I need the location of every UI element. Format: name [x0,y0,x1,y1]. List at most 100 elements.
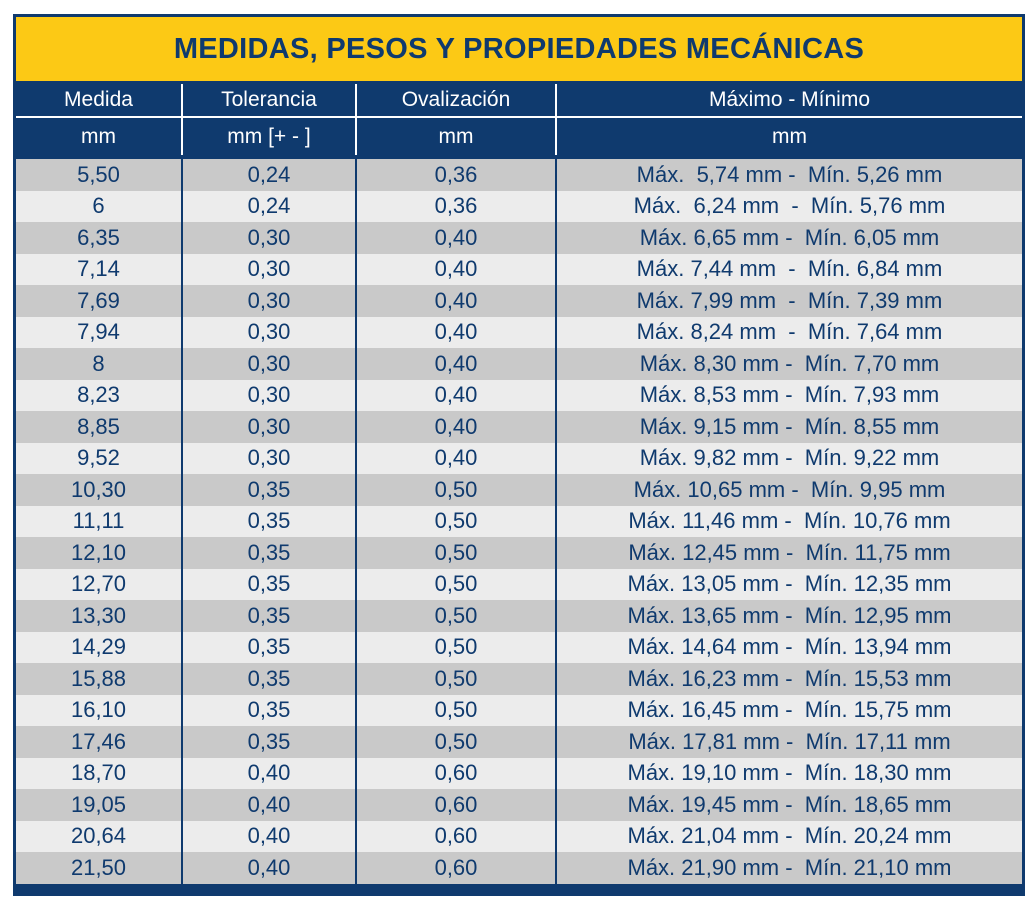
cell-ovalizacion: 0,40 [355,253,556,285]
cell-maximo-minimo: Máx. 21,90 mm - Mín. 21,10 mm [555,852,1022,884]
cell-medida: 18,70 [16,757,182,789]
table-row: 7,69 0,30 0,40 Máx. 7,99 mm - Mín. 7,39 mm [16,285,1022,317]
cell-maximo-minimo: Máx. 13,05 mm - Mín. 12,35 mm [555,568,1022,600]
table-row: 11,11 0,35 0,50 Máx. 11,46 mm - Mín. 10,76 … [16,505,1022,537]
cell-tolerancia: 0,35 [181,600,356,632]
cell-tolerancia: 0,24 [181,190,356,222]
cell-tolerancia: 0,30 [181,379,356,411]
cell-maximo-minimo: Máx. 7,44 mm - Mín. 6,84 mm [555,253,1022,285]
header-maximo-minimo: Máximo - Mínimo [555,84,1022,117]
table-row: 17,46 0,35 0,50 Máx. 17,81 mm - Mín. 17,11 … [16,726,1022,758]
cell-tolerancia: 0,35 [181,663,356,695]
header-row: Medida Tolerancia Ovalización Máximo - M… [16,84,1022,117]
cell-maximo-minimo: Máx. 16,23 mm - Mín. 15,53 mm [555,663,1022,695]
cell-medida: 5,50 [16,155,182,191]
table-row: 6 0,24 0,36 Máx. 6,24 mm - Mín. 5,76 mm [16,190,1022,222]
unit-maximo-minimo: mm [555,116,1022,157]
table-row: 18,70 0,40 0,60 Máx. 19,10 mm - Mín. 18,30 … [16,757,1022,789]
cell-tolerancia: 0,40 [181,852,356,884]
unit-ovalizacion: mm [355,116,556,157]
table-row: 6,35 0,30 0,40 Máx. 6,65 mm - Mín. 6,05 mm [16,222,1022,254]
cell-maximo-minimo: Máx. 11,46 mm - Mín. 10,76 mm [555,505,1022,537]
cell-ovalizacion: 0,40 [355,316,556,348]
cell-ovalizacion: 0,60 [355,789,556,821]
cell-medida: 16,10 [16,694,182,726]
cell-medida: 10,30 [16,474,182,506]
cell-ovalizacion: 0,50 [355,694,556,726]
cell-maximo-minimo: Máx. 8,24 mm - Mín. 7,64 mm [555,316,1022,348]
cell-maximo-minimo: Máx. 10,65 mm - Mín. 9,95 mm [555,474,1022,506]
table-row: 20,64 0,40 0,60 Máx. 21,04 mm - Mín. 20,24 … [16,820,1022,852]
cell-medida: 19,05 [16,789,182,821]
cell-tolerancia: 0,30 [181,285,356,317]
table-row: 7,14 0,30 0,40 Máx. 7,44 mm - Mín. 6,84 mm [16,253,1022,285]
cell-tolerancia: 0,30 [181,411,356,443]
cell-tolerancia: 0,35 [181,694,356,726]
table-row: 8,85 0,30 0,40 Máx. 9,15 mm - Mín. 8,55 mm [16,411,1022,443]
cell-ovalizacion: 0,40 [355,348,556,380]
cell-maximo-minimo: Máx. 16,45 mm - Mín. 15,75 mm [555,694,1022,726]
cell-medida: 8,23 [16,379,182,411]
cell-maximo-minimo: Máx. 5,74 mm - Mín. 5,26 mm [555,155,1022,191]
cell-maximo-minimo: Máx. 6,65 mm - Mín. 6,05 mm [555,222,1022,254]
cell-tolerancia: 0,35 [181,631,356,663]
cell-medida: 13,30 [16,600,182,632]
cell-tolerancia: 0,24 [181,155,356,191]
table-row: 10,30 0,35 0,50 Máx. 10,65 mm - Mín. 9,95 m… [16,474,1022,506]
cell-ovalizacion: 0,60 [355,852,556,884]
cell-tolerancia: 0,35 [181,474,356,506]
cell-medida: 8,85 [16,411,182,443]
header-ovalizacion: Ovalización [355,84,556,117]
cell-medida: 6,35 [16,222,182,254]
table-row: 19,05 0,40 0,60 Máx. 19,45 mm - Mín. 18,65 … [16,789,1022,821]
cell-maximo-minimo: Máx. 17,81 mm - Mín. 17,11 mm [555,726,1022,758]
cell-ovalizacion: 0,50 [355,474,556,506]
cell-medida: 20,64 [16,820,182,852]
cell-medida: 15,88 [16,663,182,695]
cell-maximo-minimo: Máx. 19,10 mm - Mín. 18,30 mm [555,757,1022,789]
cell-maximo-minimo: Máx. 19,45 mm - Mín. 18,65 mm [555,789,1022,821]
table-row: 14,29 0,35 0,50 Máx. 14,64 mm - Mín. 13,94 … [16,631,1022,663]
cell-tolerancia: 0,35 [181,505,356,537]
cell-tolerancia: 0,30 [181,222,356,254]
specs-table: Medida Tolerancia Ovalización Máximo - M… [16,84,1022,884]
cell-maximo-minimo: Máx. 6,24 mm - Mín. 5,76 mm [555,190,1022,222]
cell-ovalizacion: 0,40 [355,285,556,317]
specs-table-frame: MEDIDAS, PESOS Y PROPIEDADES MECÁNICAS M… [13,14,1025,896]
cell-maximo-minimo: Máx. 7,99 mm - Mín. 7,39 mm [555,285,1022,317]
cell-medida: 9,52 [16,442,182,474]
cell-tolerancia: 0,30 [181,348,356,380]
cell-ovalizacion: 0,40 [355,442,556,474]
table-row: 12,70 0,35 0,50 Máx. 13,05 mm - Mín. 12,35 … [16,568,1022,600]
cell-ovalizacion: 0,60 [355,820,556,852]
cell-medida: 6 [16,190,182,222]
table-body: 5,50 0,24 0,36 Máx. 5,74 mm - Mín. 5,26 mm 6… [16,155,1022,884]
cell-ovalizacion: 0,40 [355,222,556,254]
cell-ovalizacion: 0,50 [355,505,556,537]
cell-maximo-minimo: Máx. 9,82 mm - Mín. 9,22 mm [555,442,1022,474]
table-row: 12,10 0,35 0,50 Máx. 12,45 mm - Mín. 11,75 … [16,537,1022,569]
cell-maximo-minimo: Máx. 13,65 mm - Mín. 12,95 mm [555,600,1022,632]
cell-tolerancia: 0,35 [181,537,356,569]
unit-tolerancia: mm [+ - ] [181,116,356,157]
table-row: 9,52 0,30 0,40 Máx. 9,82 mm - Mín. 9,22 mm [16,442,1022,474]
cell-tolerancia: 0,35 [181,568,356,600]
cell-ovalizacion: 0,36 [355,190,556,222]
cell-medida: 7,69 [16,285,182,317]
cell-ovalizacion: 0,50 [355,600,556,632]
table-row: 7,94 0,30 0,40 Máx. 8,24 mm - Mín. 7,64 mm [16,316,1022,348]
units-row: mm mm [+ - ] mm mm [16,116,1022,157]
cell-tolerancia: 0,35 [181,726,356,758]
table-title: MEDIDAS, PESOS Y PROPIEDADES MECÁNICAS [16,17,1022,84]
table-row: 8,23 0,30 0,40 Máx. 8,53 mm - Mín. 7,93 mm [16,379,1022,411]
cell-medida: 21,50 [16,852,182,884]
table-row: 13,30 0,35 0,50 Máx. 13,65 mm - Mín. 12,95 … [16,600,1022,632]
cell-tolerancia: 0,30 [181,253,356,285]
cell-tolerancia: 0,40 [181,789,356,821]
cell-maximo-minimo: Máx. 12,45 mm - Mín. 11,75 mm [555,537,1022,569]
cell-ovalizacion: 0,50 [355,631,556,663]
unit-medida: mm [16,116,182,157]
cell-ovalizacion: 0,36 [355,155,556,191]
cell-tolerancia: 0,30 [181,442,356,474]
cell-ovalizacion: 0,50 [355,726,556,758]
